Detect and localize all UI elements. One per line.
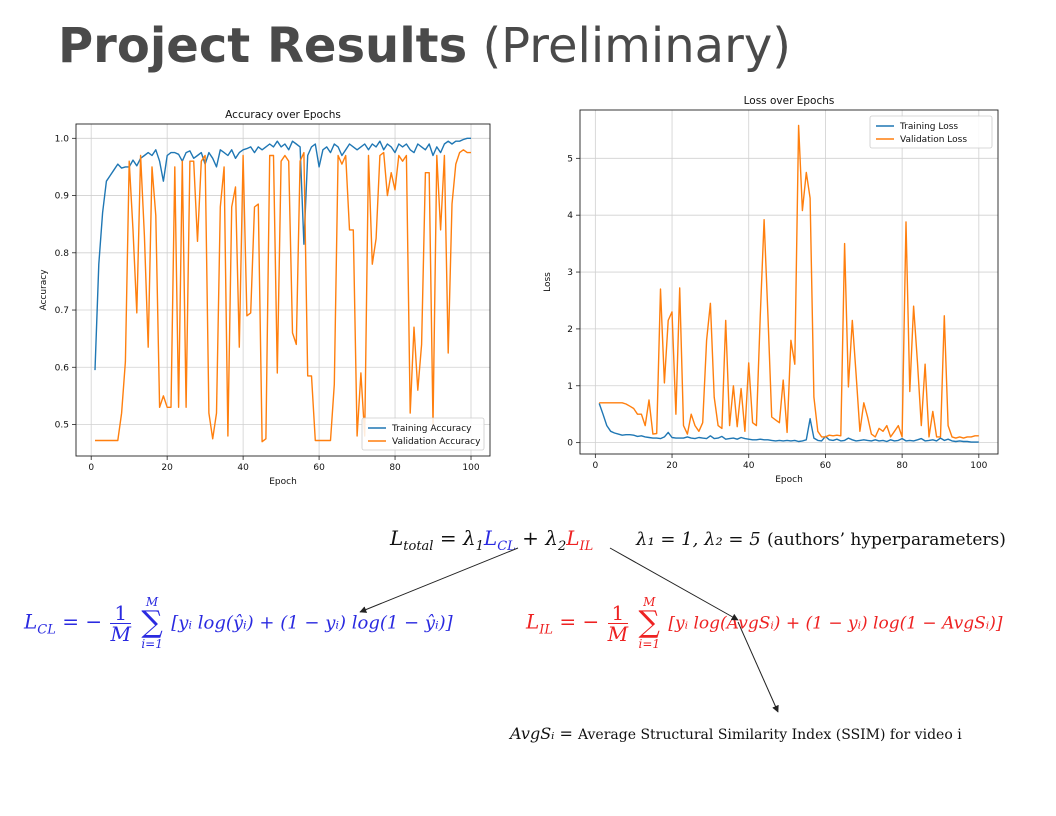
- total-sub: total: [403, 539, 434, 554]
- lil-term: L: [566, 526, 580, 550]
- cl-lhs: L: [24, 609, 38, 634]
- lcl-term: L: [483, 526, 498, 550]
- chart-title: Accuracy over Epochs: [225, 109, 341, 121]
- x-tick-label: 20: [666, 461, 678, 471]
- x-tick-label: 100: [970, 461, 987, 471]
- y-axis-label: Accuracy: [39, 269, 49, 311]
- chart-title: Loss over Epochs: [744, 95, 835, 107]
- y-tick-label: 0.6: [55, 363, 70, 373]
- total-plus: +: [522, 526, 539, 550]
- x-tick-label: 20: [161, 463, 173, 473]
- total-equals: =: [439, 526, 457, 550]
- series-line-0: [598, 403, 979, 443]
- series-line-1: [599, 124, 979, 439]
- legend-entry-1: Validation Accuracy: [392, 437, 481, 447]
- il-lhs-sub: IL: [539, 622, 554, 638]
- x-tick-label: 0: [88, 463, 94, 473]
- arrow-to-cl: [359, 547, 519, 613]
- lambda2: λ: [545, 526, 558, 550]
- y-tick-label: 0.7: [55, 306, 69, 316]
- x-tick-label: 80: [389, 463, 401, 473]
- x-axis-label: Epoch: [269, 477, 297, 487]
- hyperparameters-note: (authors’ hyperparameters): [767, 530, 1006, 550]
- plot-frame: [75, 123, 491, 457]
- legend-box: [361, 417, 485, 451]
- series-line-0: [94, 137, 471, 371]
- lambda1-sub: 1: [475, 539, 484, 554]
- il-sum: M ∑ i=1: [638, 595, 661, 651]
- accuracy-chart: Accuracy over Epochs 0 20 40 60 80 100 0.5 0.6 0.…: [39, 109, 491, 487]
- il-lhs: L: [526, 609, 540, 634]
- cl-lhs-sub: CL: [37, 622, 56, 638]
- x-tick-label: 100: [462, 463, 479, 473]
- il-body: [yᵢ log(AvgSᵢ) + (1 − yᵢ) log(1 − AvgSᵢ)…: [668, 613, 1003, 634]
- legend-entry-1: Validation Loss: [900, 135, 967, 145]
- x-tick-label: 60: [820, 461, 832, 471]
- x-tick-label: 40: [237, 463, 249, 473]
- arrow-to-avgs: [737, 621, 779, 713]
- plot-frame: [579, 109, 999, 455]
- y-tick-label: 3: [567, 268, 573, 278]
- avgs-lhs: AvgSᵢ: [510, 724, 555, 743]
- y-tick-label: 1.0: [55, 134, 70, 144]
- series-line-1: [95, 149, 471, 443]
- x-axis-label: Epoch: [775, 475, 803, 485]
- avgs-equals: =: [559, 724, 573, 743]
- y-tick-label: 1: [567, 382, 573, 392]
- hyperparameters: λ₁ = 1, λ₂ = 5: [636, 529, 761, 550]
- y-tick-label: 0.5: [55, 421, 69, 431]
- x-tick-label: 80: [896, 461, 908, 471]
- il-equals: = −: [559, 609, 600, 634]
- loss-chart: Loss over Epochs 0 20 40 60 80 100 0 1 2 3 4 5 Epoch L…: [543, 95, 999, 485]
- y-tick-label: 2: [567, 325, 573, 335]
- x-tick-label: 40: [743, 461, 755, 471]
- avgs-description: Average Structural Similarity Index (SSI…: [577, 727, 962, 743]
- lambda1: λ: [462, 526, 476, 550]
- avgs-definition: AvgSᵢ = Average Structural Similarity In…: [510, 724, 962, 743]
- legend-entry-0: Training Loss: [899, 122, 958, 132]
- y-tick-label: 4: [567, 211, 573, 221]
- y-tick-label: 0: [567, 439, 573, 449]
- lil-sub: IL: [579, 539, 594, 554]
- title-light: (Preliminary): [482, 18, 791, 74]
- y-tick-label: 0.8: [55, 249, 70, 259]
- x-tick-label: 0: [592, 461, 598, 471]
- title-bold: Project Results: [58, 18, 468, 74]
- arrow-to-il: [609, 547, 739, 621]
- total-l: L: [390, 526, 404, 550]
- lambda2-sub: 2: [557, 539, 567, 554]
- legend-entry-0: Training Accuracy: [391, 424, 472, 434]
- cl-sum: M ∑ i=1: [141, 595, 163, 651]
- x-tick-label: 60: [313, 463, 325, 473]
- legend-box: [869, 115, 993, 149]
- y-axis-label: Loss: [543, 272, 553, 292]
- cl-body: [yᵢ log(ŷᵢ) + (1 − yᵢ) log(1 − ŷᵢ)]: [171, 612, 453, 634]
- slide-title: Project Results (Preliminary): [58, 18, 791, 74]
- y-tick-label: 5: [567, 154, 573, 164]
- y-tick-label: 0.9: [55, 192, 70, 202]
- cl-equals: = −: [62, 609, 103, 634]
